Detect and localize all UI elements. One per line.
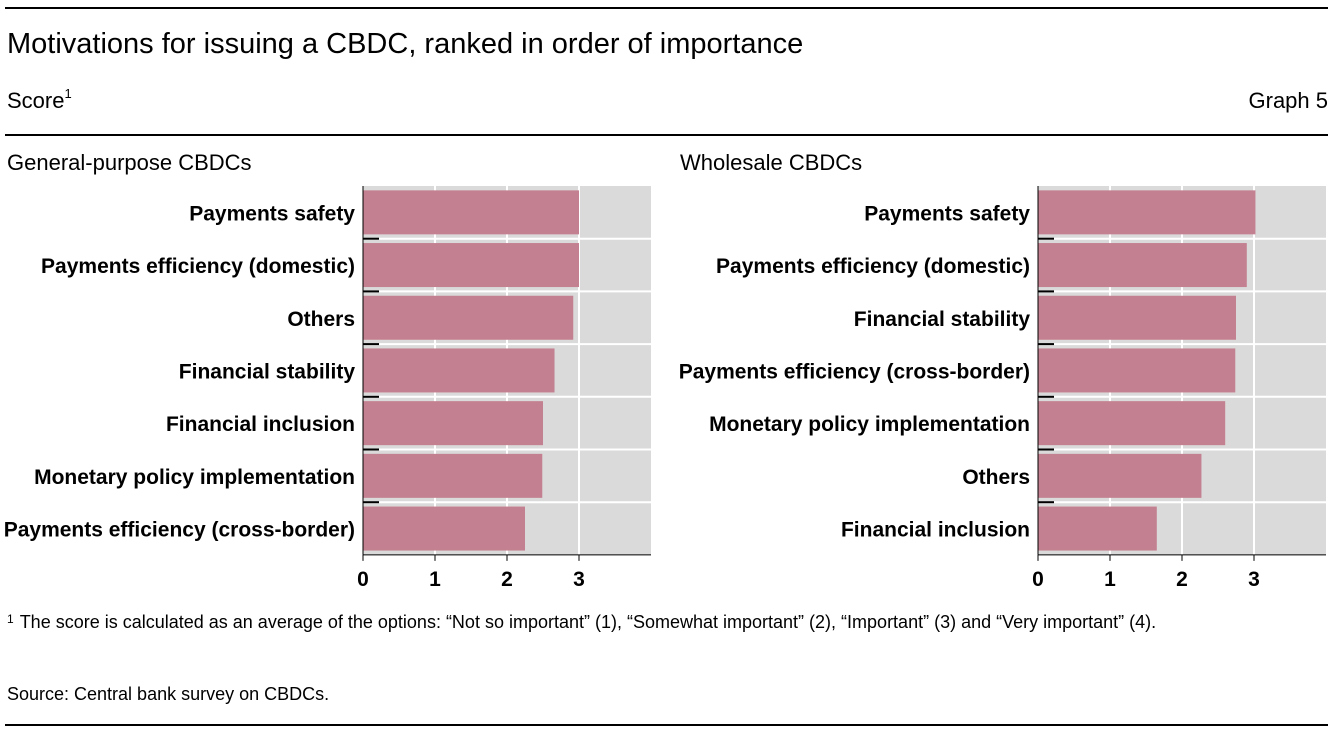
- source-note: Source: Central bank survey on CBDCs.: [7, 684, 330, 704]
- bar-monetary-policy-implementation: [363, 453, 543, 498]
- x-tick-label-1: 1: [1104, 568, 1116, 590]
- x-tick-label-2: 2: [501, 568, 513, 590]
- x-tick-label-3: 3: [1248, 568, 1260, 590]
- chart-wholesale: Payments safety Payments efficiency (dome…: [679, 186, 1326, 590]
- graph-number: Graph 5: [1248, 88, 1329, 113]
- page-title: Motivations for issuing a CBDC, ranked i…: [7, 28, 804, 60]
- bottom-rule: [5, 724, 1328, 726]
- category-label-others: Others: [962, 466, 1030, 489]
- bar-payments-efficiency-domestic: [363, 243, 579, 288]
- x-tick-label-0: 0: [357, 568, 369, 590]
- bar-financial-inclusion: [1038, 506, 1157, 551]
- subtitle-footnote-marker: 1: [64, 86, 72, 101]
- category-label-payments-efficiency-cross-border: Payments efficiency (cross-border): [679, 360, 1030, 383]
- category-label-payments-efficiency-domestic: Payments efficiency (domestic): [41, 255, 355, 278]
- x-tick-label-2: 2: [1176, 568, 1188, 590]
- footnote: 1 The score is calculated as an average o…: [7, 608, 1307, 636]
- category-label-financial-inclusion: Financial inclusion: [841, 519, 1030, 542]
- x-tick-label-1: 1: [429, 568, 441, 590]
- bar-payments-efficiency-domestic: [1038, 243, 1247, 288]
- category-label-payments-safety: Payments safety: [189, 202, 355, 225]
- bar-others: [363, 295, 574, 340]
- top-rule: [5, 7, 1328, 9]
- panel-title-wholesale: Wholesale CBDCs: [680, 150, 863, 175]
- bar-payments-safety: [363, 190, 579, 235]
- x-tick-label-0: 0: [1032, 568, 1044, 590]
- bar-financial-stability: [1038, 295, 1236, 340]
- category-label-financial-stability: Financial stability: [854, 308, 1031, 331]
- category-label-monetary-policy-implementation: Monetary policy implementation: [709, 413, 1030, 436]
- category-label-monetary-policy-implementation: Monetary policy implementation: [34, 466, 355, 489]
- category-label-payments-efficiency-cross-border: Payments efficiency (cross-border): [4, 519, 355, 542]
- footnote-marker: 1: [7, 612, 14, 626]
- category-label-financial-inclusion: Financial inclusion: [166, 413, 355, 436]
- panel-title-general-purpose: General-purpose CBDCs: [7, 150, 252, 175]
- category-label-others: Others: [287, 308, 355, 331]
- subtitle: Score1: [7, 86, 72, 114]
- bar-payments-efficiency-cross-border: [363, 506, 525, 551]
- bar-payments-safety: [1038, 190, 1256, 235]
- bar-monetary-policy-implementation: [1038, 401, 1226, 446]
- x-tick-label-3: 3: [573, 568, 585, 590]
- category-label-payments-efficiency-domestic: Payments efficiency (domestic): [716, 255, 1030, 278]
- bar-financial-inclusion: [363, 401, 543, 446]
- subtitle-text: Score: [7, 88, 65, 113]
- bar-financial-stability: [363, 348, 555, 393]
- chart-general-purpose: Payments safety Payments efficiency (dome…: [4, 186, 651, 590]
- bar-others: [1038, 453, 1202, 498]
- footnote-text: The score is calculated as an average of…: [19, 612, 1157, 632]
- category-label-payments-safety: Payments safety: [864, 202, 1030, 225]
- category-label-financial-stability: Financial stability: [179, 360, 356, 383]
- bar-payments-efficiency-cross-border: [1038, 348, 1236, 393]
- header-rule: [5, 134, 1328, 136]
